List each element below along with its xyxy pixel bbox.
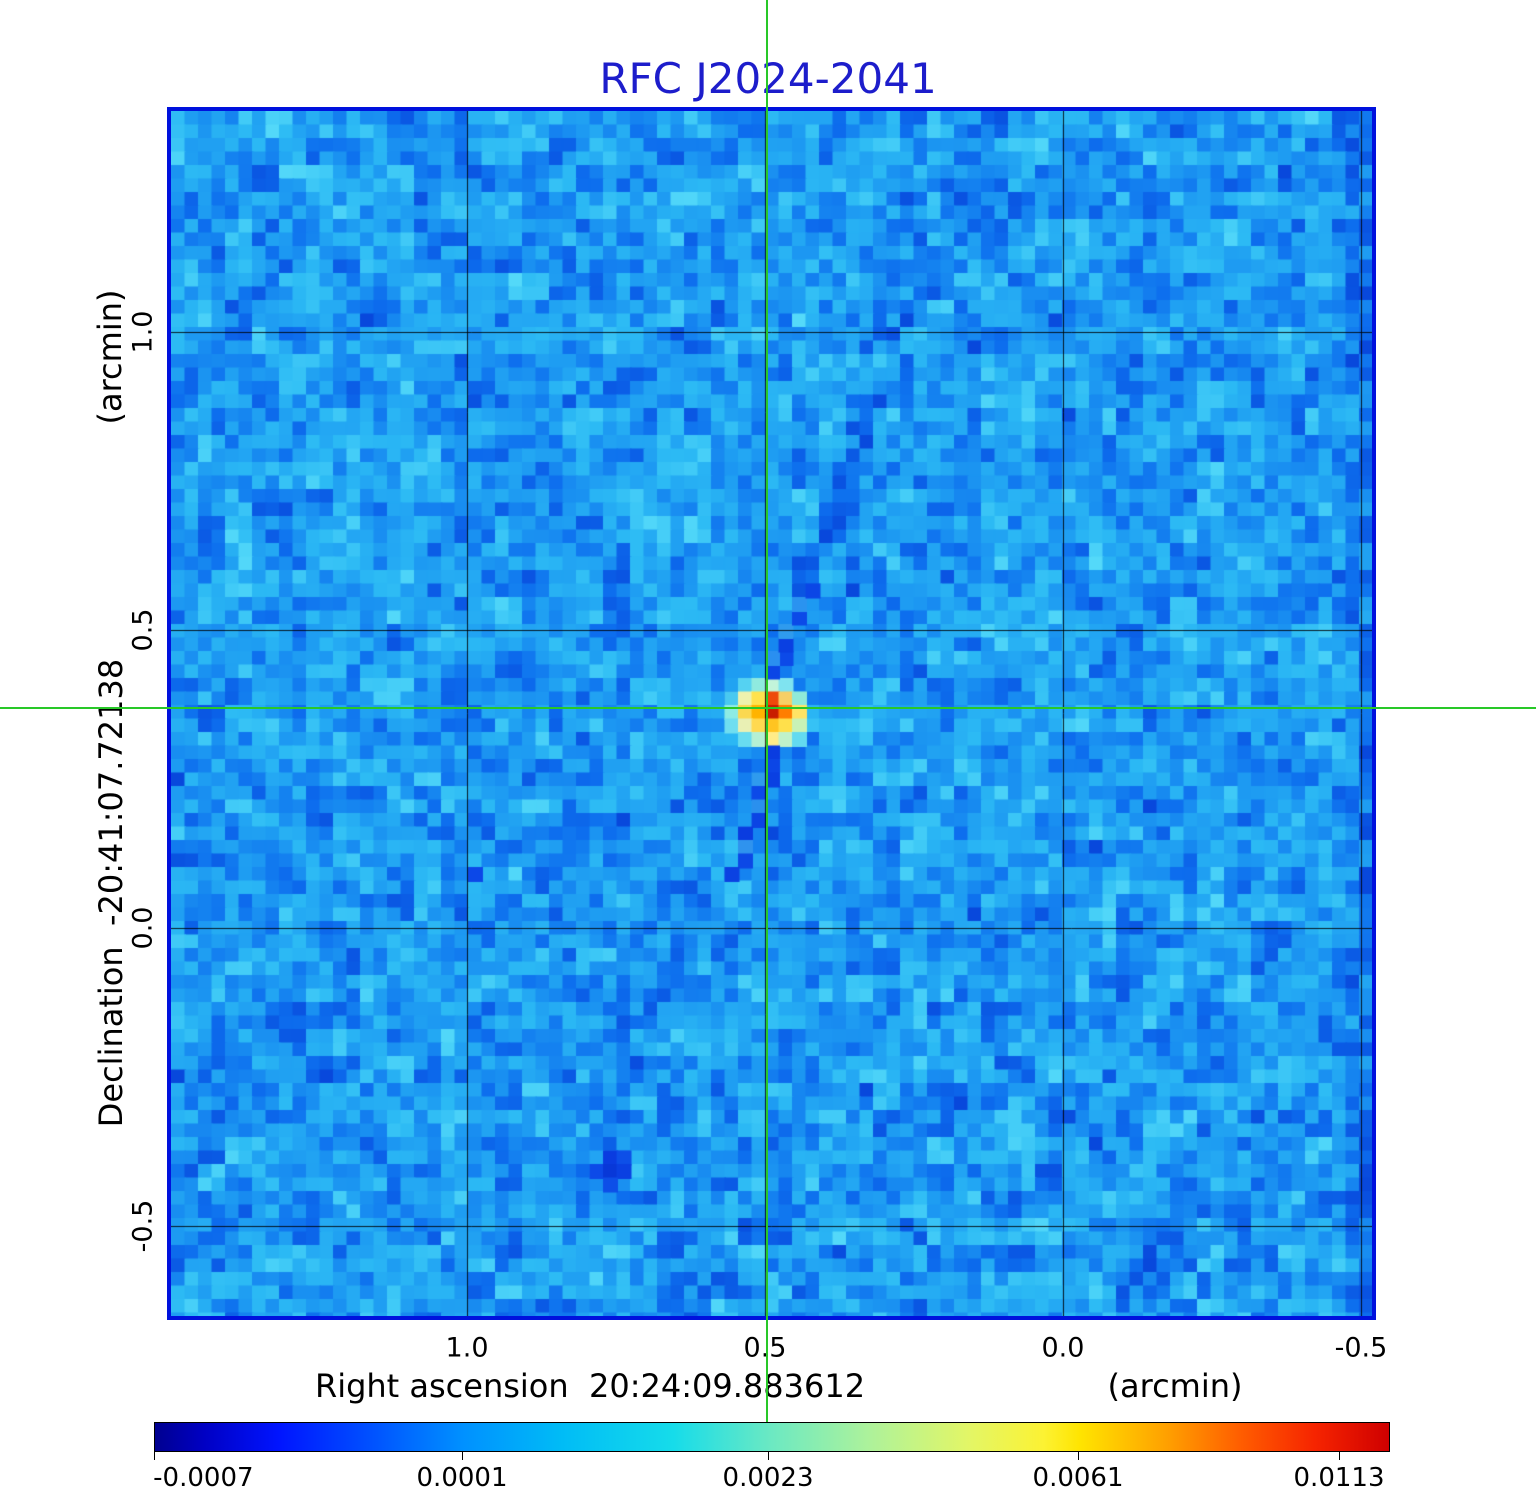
x-tick-label: 0.5	[743, 1332, 787, 1364]
y-tick-label: -0.5	[127, 1199, 159, 1253]
colorbar-value-label: 0.0001	[416, 1463, 508, 1493]
x-axis-unit-label: (arcmin)	[1107, 1367, 1243, 1405]
x-tick-label: 1.0	[445, 1332, 489, 1364]
y-tick-label: 0.5	[127, 608, 159, 652]
colorbar-value-label: 0.0023	[722, 1463, 814, 1493]
crosshair-vertical-line	[766, 0, 768, 1422]
colorbar	[154, 1422, 1390, 1452]
colorbar-tick	[768, 1451, 769, 1460]
colorbar-value-label: 0.0061	[1032, 1463, 1124, 1493]
figure-title: RFC J2024-2041	[599, 54, 937, 103]
colorbar-value-label: -0.0007	[153, 1463, 254, 1493]
crosshair-horizontal-line	[0, 707, 1536, 709]
colorbar-value-label: 0.0113	[1293, 1463, 1385, 1493]
sky-map-canvas	[171, 111, 1372, 1316]
x-tick-label: -0.5	[1334, 1332, 1388, 1364]
y-axis-unit-label: (arcmin)	[91, 289, 129, 425]
x-tick-label: 0.0	[1041, 1332, 1085, 1364]
sky-map-frame	[167, 107, 1376, 1320]
colorbar-tick	[154, 1451, 155, 1460]
colorbar-tick	[462, 1451, 463, 1460]
colorbar-tick	[1339, 1451, 1340, 1460]
colorbar-tick	[1078, 1451, 1079, 1460]
x-axis-title: Right ascension 20:24:09.883612	[314, 1367, 866, 1405]
y-axis-title: Declination -20:41:07.72138	[92, 658, 130, 1128]
y-tick-label: 0.0	[127, 906, 159, 950]
y-tick-label: 1.0	[127, 310, 159, 354]
